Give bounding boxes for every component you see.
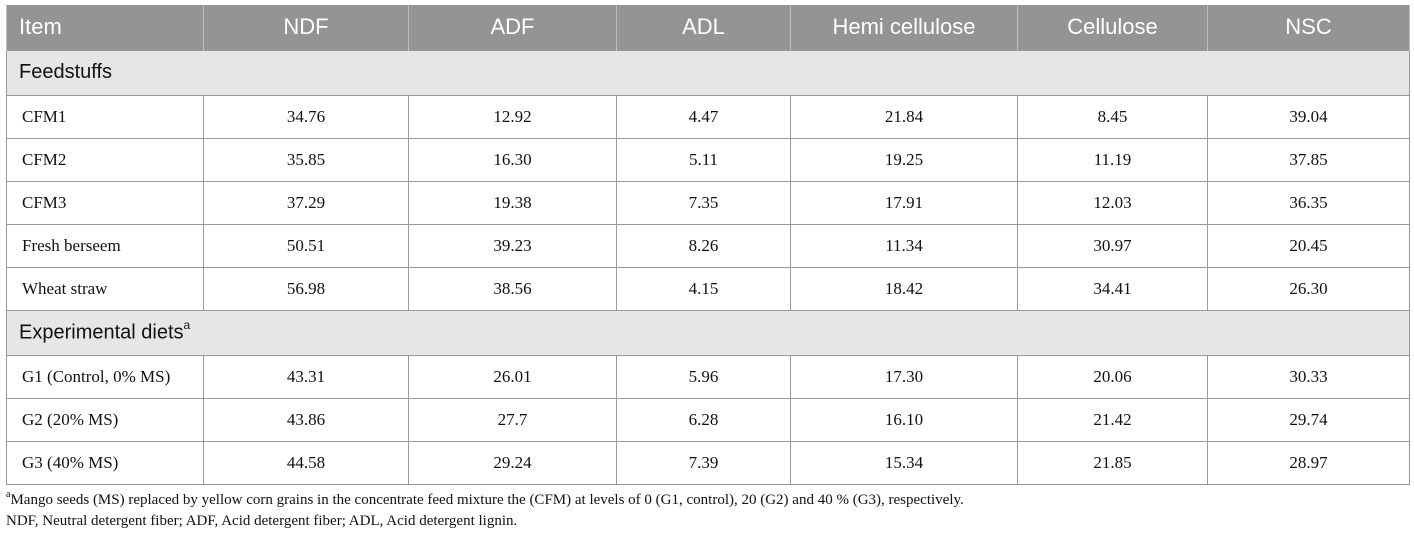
cell-adl: 5.11 [616, 137, 791, 182]
cell-adl: 8.26 [616, 223, 791, 268]
cell-cellulose: 21.42 [1017, 397, 1208, 442]
cell-nsc: 37.85 [1207, 137, 1410, 182]
table-row: G2 (20% MS) 43.86 27.7 6.28 16.10 21.42 29.74 [6, 397, 1410, 442]
cell-cellulose: 30.97 [1017, 223, 1208, 268]
footnote-a-text: Mango seeds (MS) replaced by yellow corn… [10, 492, 964, 508]
table-header: Item NDF ADF ADL Hemi cellulose Cellulos… [6, 5, 1410, 50]
table-row: CFM2 35.85 16.30 5.11 19.25 11.19 37.85 [6, 137, 1410, 182]
table-row: Fresh berseem 50.51 39.23 8.26 11.34 30.97 20.… [6, 223, 1410, 268]
cell-hemi-cellulose: 18.42 [790, 266, 1018, 311]
cell-adf: 12.92 [408, 94, 617, 139]
cell-adf: 29.24 [408, 440, 617, 485]
section-title-cell: Feedstuffs [6, 49, 1410, 96]
cell-adl: 4.47 [616, 94, 791, 139]
cell-ndf: 50.51 [203, 223, 409, 268]
cell-item: Wheat straw [6, 266, 204, 311]
cell-item: CFM3 [6, 180, 204, 225]
cell-cellulose: 20.06 [1017, 354, 1208, 399]
table-row: G3 (40% MS) 44.58 29.24 7.39 15.34 21.85 28.97 [6, 440, 1410, 485]
cell-hemi-cellulose: 17.30 [790, 354, 1018, 399]
header-item: Item [6, 5, 204, 50]
cell-hemi-cellulose: 19.25 [790, 137, 1018, 182]
cell-adf: 27.7 [408, 397, 617, 442]
cell-ndf: 44.58 [203, 440, 409, 485]
cell-cellulose: 21.85 [1017, 440, 1208, 485]
cell-adf: 39.23 [408, 223, 617, 268]
header-cellulose: Cellulose [1017, 5, 1208, 50]
cell-item: G3 (40% MS) [6, 440, 204, 485]
cell-ndf: 43.86 [203, 397, 409, 442]
section-title: Experimental diets [19, 321, 184, 344]
cell-adl: 4.15 [616, 266, 791, 311]
section-title: Feedstuffs [19, 61, 113, 83]
cell-ndf: 37.29 [203, 180, 409, 225]
cell-hemi-cellulose: 11.34 [790, 223, 1018, 268]
cell-nsc: 28.97 [1207, 440, 1410, 485]
table-row: Wheat straw 56.98 38.56 4.15 18.42 34.41 26.30 [6, 266, 1410, 311]
table-row: CFM3 37.29 19.38 7.35 17.91 12.03 36.35 [6, 180, 1410, 225]
composition-table-container: Item NDF ADF ADL Hemi cellulose Cellulos… [6, 5, 1410, 485]
cell-adl: 5.96 [616, 354, 791, 399]
table-row: G1 (Control, 0% MS) 43.31 26.01 5.96 17.30 20… [6, 354, 1410, 399]
cell-nsc: 36.35 [1207, 180, 1410, 225]
cell-adf: 26.01 [408, 354, 617, 399]
cell-nsc: 26.30 [1207, 266, 1410, 311]
footnote-abbreviations: NDF, Neutral detergent fiber; ADF, Acid … [6, 513, 518, 529]
cell-item: G1 (Control, 0% MS) [6, 354, 204, 399]
header-adl: ADL [616, 5, 791, 50]
cell-nsc: 30.33 [1207, 354, 1410, 399]
header-adf: ADF [408, 5, 617, 50]
cell-nsc: 29.74 [1207, 397, 1410, 442]
cell-item: CFM1 [6, 94, 204, 139]
cell-cellulose: 34.41 [1017, 266, 1208, 311]
table-row: CFM1 34.76 12.92 4.47 21.84 8.45 39.04 [6, 94, 1410, 139]
cell-hemi-cellulose: 17.91 [790, 180, 1018, 225]
section-row: Experimental dietsa [6, 309, 1410, 356]
cell-adf: 16.30 [408, 137, 617, 182]
cell-adl: 6.28 [616, 397, 791, 442]
header-row: Item NDF ADF ADL Hemi cellulose Cellulos… [6, 5, 1410, 50]
cell-cellulose: 8.45 [1017, 94, 1208, 139]
cell-ndf: 56.98 [203, 266, 409, 311]
section-title-footnote-marker: a [183, 318, 191, 333]
section-row: Feedstuffs [6, 49, 1410, 96]
table-footnotes: aMango seeds (MS) replaced by yellow cor… [6, 485, 1409, 532]
cell-hemi-cellulose: 16.10 [790, 397, 1018, 442]
cell-cellulose: 12.03 [1017, 180, 1208, 225]
cell-ndf: 35.85 [203, 137, 409, 182]
footnote-a-marker: a [6, 489, 11, 500]
cell-ndf: 34.76 [203, 94, 409, 139]
cell-adl: 7.35 [616, 180, 791, 225]
header-ndf: NDF [203, 5, 409, 50]
cell-cellulose: 11.19 [1017, 137, 1208, 182]
cell-nsc: 39.04 [1207, 94, 1410, 139]
cell-nsc: 20.45 [1207, 223, 1410, 268]
cell-adf: 19.38 [408, 180, 617, 225]
cell-item: Fresh berseem [6, 223, 204, 268]
cell-ndf: 43.31 [203, 354, 409, 399]
cell-hemi-cellulose: 21.84 [790, 94, 1018, 139]
header-nsc: NSC [1207, 5, 1410, 50]
section-title-cell: Experimental dietsa [6, 309, 1410, 356]
cell-adl: 7.39 [616, 440, 791, 485]
footnote-a: aMango seeds (MS) replaced by yellow cor… [6, 485, 1409, 511]
cell-hemi-cellulose: 15.34 [790, 440, 1018, 485]
header-hemi-cellulose: Hemi cellulose [790, 5, 1018, 50]
composition-table: Item NDF ADF ADL Hemi cellulose Cellulos… [6, 5, 1410, 485]
cell-item: CFM2 [6, 137, 204, 182]
cell-adf: 38.56 [408, 266, 617, 311]
cell-item: G2 (20% MS) [6, 397, 204, 442]
table-body: Feedstuffs CFM1 34.76 12.92 4.47 21.84 8.45 39.… [6, 49, 1410, 485]
